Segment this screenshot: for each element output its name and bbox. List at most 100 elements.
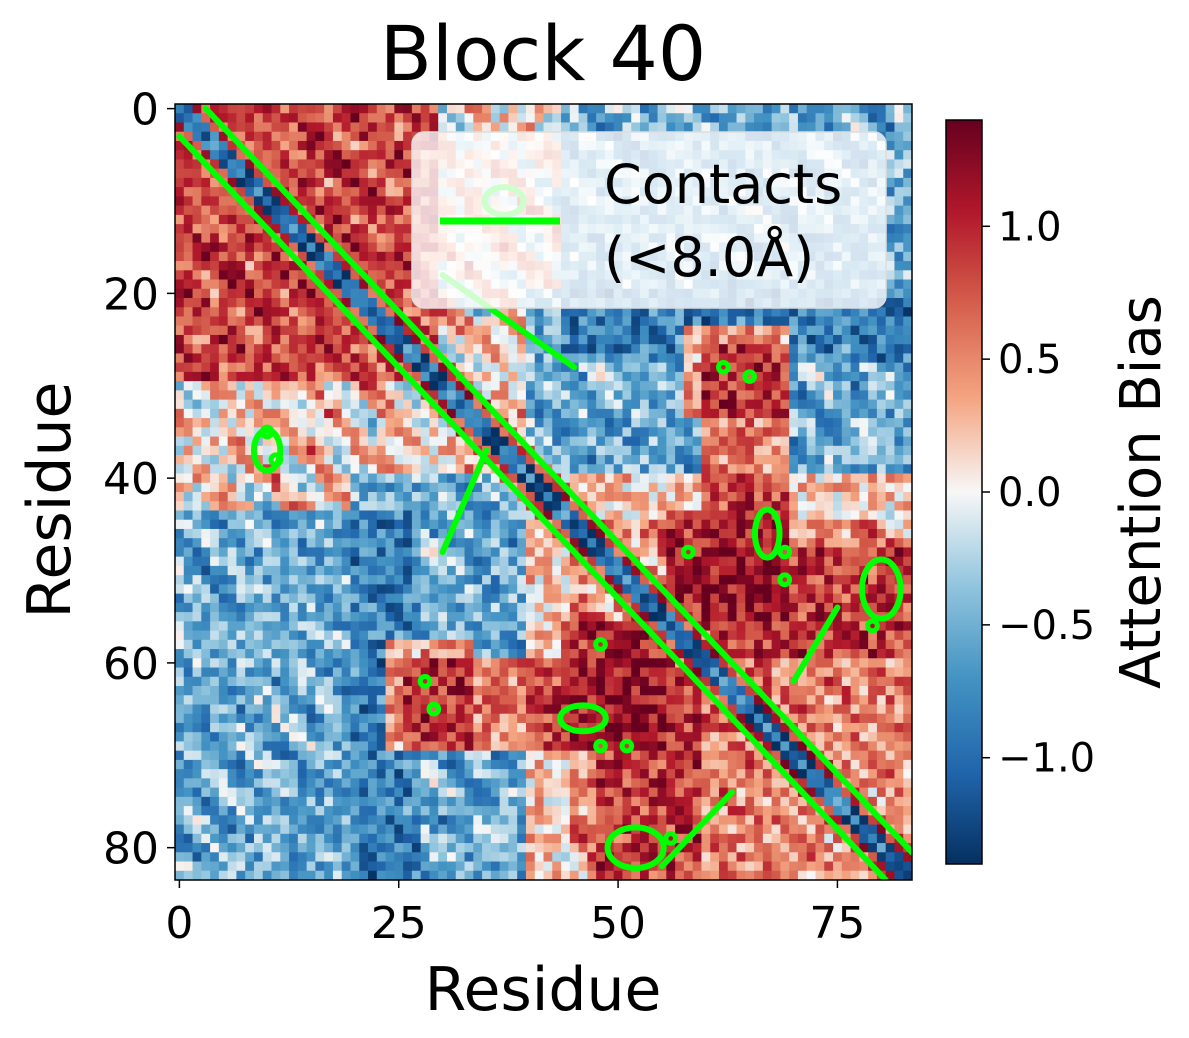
heatmap-cell [403, 455, 413, 465]
heatmap-cell [324, 279, 334, 290]
heatmap-cell [806, 381, 817, 391]
heatmap-cell [271, 307, 281, 318]
heatmap-cell [640, 334, 650, 345]
heatmap-cell [806, 565, 817, 576]
heatmap-cell [534, 316, 545, 327]
heatmap-cell [780, 455, 790, 465]
heatmap-cell [271, 593, 281, 604]
heatmap-cell [850, 612, 860, 622]
heatmap-cell [253, 334, 264, 345]
heatmap-cell [675, 612, 685, 622]
heatmap-cell [262, 344, 273, 355]
heatmap-cell [815, 519, 825, 530]
heatmap-cell [859, 519, 869, 530]
heatmap-cell [578, 381, 588, 391]
heatmap-cell [903, 261, 912, 271]
heatmap-cell [903, 510, 912, 521]
heatmap-cell [245, 408, 255, 419]
heatmap-cell [218, 159, 229, 170]
heatmap-cell [368, 353, 378, 364]
heatmap-cell [192, 649, 202, 659]
heatmap-cell [561, 639, 571, 650]
heatmap-cell [903, 187, 912, 197]
heatmap-cell [183, 334, 194, 345]
heatmap-cell [508, 445, 518, 456]
heatmap-cell [446, 455, 457, 465]
heatmap-cell [253, 362, 264, 373]
heatmap-cell [718, 316, 729, 327]
heatmap-cell [324, 427, 334, 438]
heatmap-cell [710, 399, 720, 410]
heatmap-cell [675, 510, 685, 521]
heatmap-cell [569, 381, 580, 391]
heatmap-cell [490, 353, 501, 364]
heatmap-cell [736, 104, 746, 114]
heatmap-cell [490, 334, 501, 345]
heatmap-cell [631, 639, 641, 650]
heatmap-cell [420, 316, 431, 327]
heatmap-cell [517, 113, 527, 124]
heatmap-cell [587, 427, 597, 438]
heatmap-cell [613, 408, 624, 419]
heatmap-cell [332, 584, 343, 595]
heatmap-cell [175, 168, 185, 179]
heatmap-cell [201, 565, 211, 576]
heatmap-cell [201, 399, 211, 410]
heatmap-cell [315, 131, 325, 142]
heatmap-cell [429, 316, 439, 327]
heatmap-cell [789, 436, 799, 447]
heatmap-cell [780, 575, 790, 585]
heatmap-cell [306, 436, 316, 447]
heatmap-cell [394, 547, 404, 558]
heatmap-cell [903, 362, 912, 373]
heatmap-cell [262, 177, 273, 188]
heatmap-cell [236, 104, 246, 114]
heatmap-cell [262, 214, 273, 225]
heatmap-cell [490, 519, 501, 530]
heatmap-cell [718, 325, 729, 336]
heatmap-cell [692, 418, 703, 428]
heatmap-cell [596, 538, 606, 549]
heatmap-cell [332, 362, 343, 373]
heatmap-cell [403, 140, 413, 151]
heatmap-cell [710, 390, 720, 401]
heatmap-cell [262, 556, 273, 567]
heatmap-cell [850, 390, 860, 401]
heatmap-cell [324, 418, 334, 428]
heatmap-cell [262, 473, 273, 484]
heatmap-cell [201, 464, 211, 475]
heatmap-cell [841, 612, 852, 622]
heatmap-cell [253, 538, 264, 549]
heatmap-cell [841, 353, 852, 364]
heatmap-cell [482, 510, 492, 521]
heatmap-cell [227, 196, 238, 207]
heatmap-cell [490, 510, 501, 521]
heatmap-cell [218, 501, 229, 512]
heatmap-cell [780, 122, 790, 133]
heatmap-cell [903, 205, 912, 216]
heatmap-cell [789, 528, 799, 539]
heatmap-cell [868, 427, 878, 438]
heatmap-cell [262, 279, 273, 290]
heatmap-cell [833, 104, 843, 114]
heatmap-cell [280, 593, 290, 604]
heatmap-cell [789, 418, 799, 428]
heatmap-cell [359, 381, 369, 391]
heatmap-cell [218, 113, 229, 124]
heatmap-cell [727, 436, 738, 447]
heatmap-cell [789, 381, 799, 391]
heatmap-cell [227, 464, 238, 475]
heatmap-cell [797, 436, 808, 447]
heatmap-cell [552, 122, 562, 133]
heatmap-cell [218, 445, 229, 456]
heatmap-cell [227, 528, 238, 539]
heatmap-cell [640, 381, 650, 391]
heatmap-cell [754, 556, 764, 567]
heatmap-cell [175, 575, 185, 585]
heatmap-cell [403, 418, 413, 428]
heatmap-cell [289, 418, 299, 428]
heatmap-cell [736, 630, 746, 641]
heatmap-cell [376, 621, 387, 632]
heatmap-cell [297, 362, 308, 373]
heatmap-cell [754, 455, 764, 465]
